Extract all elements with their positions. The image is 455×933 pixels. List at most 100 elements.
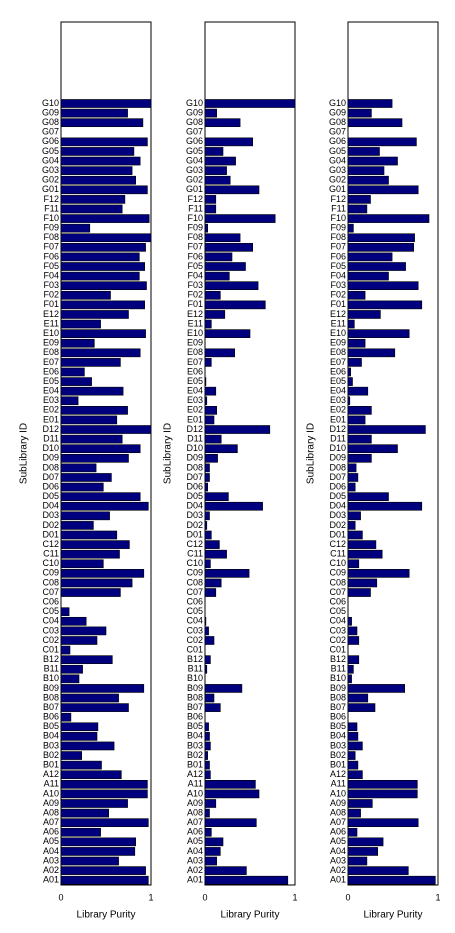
y-tick-label: C04: [42, 616, 59, 626]
y-tick-label: F01: [187, 299, 203, 309]
bar: [347, 319, 355, 329]
y-tick-label: C07: [42, 587, 59, 597]
bar: [60, 310, 129, 319]
bar: [60, 540, 130, 549]
bar: [60, 616, 87, 626]
bar: [204, 722, 209, 732]
bar: [204, 166, 227, 175]
y-tick-label: F10: [187, 213, 203, 223]
bar: [60, 827, 101, 837]
bar: [60, 760, 102, 770]
bar: [60, 185, 148, 195]
y-tick-label: E06: [187, 366, 203, 376]
y-tick-label: E07: [43, 357, 59, 367]
y-tick-label: D09: [186, 453, 203, 463]
y-tick-label: B03: [43, 740, 59, 750]
y-tick-label: G10: [42, 98, 59, 108]
plot-area: [204, 21, 296, 886]
y-tick-label: G08: [42, 117, 59, 127]
y-tick-label: B05: [330, 721, 346, 731]
bar: [204, 358, 212, 367]
y-tick-label: A12: [330, 769, 346, 779]
y-tick-label: F01: [43, 299, 59, 309]
y-tick-label: F12: [330, 194, 346, 204]
y-tick-label: A10: [330, 788, 346, 798]
y-tick-label: B04: [43, 731, 59, 741]
y-tick-label: E05: [187, 376, 203, 386]
y-tick-label: A08: [187, 807, 203, 817]
y-tick-label: F09: [330, 223, 346, 233]
y-tick-label: A04: [330, 846, 346, 856]
bar: [347, 444, 398, 454]
x-axis-label: Library Purity: [77, 910, 136, 921]
y-tick-label: A07: [330, 817, 346, 827]
y-tick-label: B06: [43, 712, 59, 722]
y-tick-label: B08: [330, 692, 346, 702]
y-tick-label: B08: [187, 692, 203, 702]
bar: [347, 281, 419, 291]
bar: [347, 501, 423, 511]
y-tick-label: A01: [330, 875, 346, 885]
y-tick-label: G01: [329, 184, 346, 194]
y-axis-label: SubLibrary ID: [306, 423, 317, 484]
y-tick-label: F02: [330, 290, 346, 300]
bar: [347, 271, 389, 281]
y-tick-label: D06: [42, 481, 59, 491]
y-tick-label: G04: [186, 155, 203, 165]
y-tick-label: G02: [329, 175, 346, 185]
bar: [347, 866, 409, 875]
y-tick-label: G03: [329, 165, 346, 175]
bar: [60, 319, 101, 329]
y-tick-label: G07: [186, 127, 203, 137]
bar: [60, 223, 91, 233]
x-tick-label: 0: [345, 892, 350, 902]
bar: [347, 473, 359, 482]
y-tick-label: E04: [43, 386, 59, 396]
y-tick-label: A03: [43, 855, 59, 865]
x-tick-label: 1: [148, 892, 153, 902]
y-tick-label: B03: [187, 740, 203, 750]
plot-area: [347, 21, 439, 886]
bar: [60, 856, 119, 866]
y-tick-label: B05: [43, 721, 59, 731]
bar: [347, 827, 358, 837]
y-tick-label: D01: [186, 529, 203, 539]
y-tick-label: C01: [186, 644, 203, 654]
x-tick-label: 1: [435, 892, 440, 902]
bar: [60, 118, 144, 128]
y-tick-label: A02: [43, 865, 59, 875]
y-tick-label: A04: [187, 846, 203, 856]
y-tick-label: B07: [43, 702, 59, 712]
y-tick-label: G07: [42, 127, 59, 137]
y-tick-label: D08: [186, 462, 203, 472]
y-tick-label: B12: [43, 654, 59, 664]
y-tick-label: E10: [187, 328, 203, 338]
bar: [204, 233, 241, 243]
y-tick-label: C12: [42, 539, 59, 549]
y-tick-label: C04: [329, 616, 346, 626]
bar: [347, 732, 359, 741]
y-tick-label: E05: [43, 376, 59, 386]
bar: [347, 406, 372, 415]
y-tick-label: G03: [186, 165, 203, 175]
bar: [204, 262, 246, 271]
y-tick-label: E01: [43, 414, 59, 424]
y-tick-label: G08: [329, 117, 346, 127]
bar: [60, 818, 149, 827]
y-tick-label: B12: [187, 654, 203, 664]
bar: [347, 664, 354, 674]
bar: [204, 693, 215, 703]
y-tick-label: E05: [330, 376, 346, 386]
bar: [347, 856, 368, 866]
y-tick-label: A12: [187, 769, 203, 779]
bar: [204, 827, 212, 837]
bar: [60, 578, 133, 588]
bar: [60, 358, 121, 367]
y-tick-label: E09: [330, 338, 346, 348]
bar: [204, 108, 217, 118]
bar: [60, 501, 149, 511]
y-tick-label: D06: [186, 481, 203, 491]
y-tick-label: D03: [186, 510, 203, 520]
bar: [204, 751, 208, 760]
